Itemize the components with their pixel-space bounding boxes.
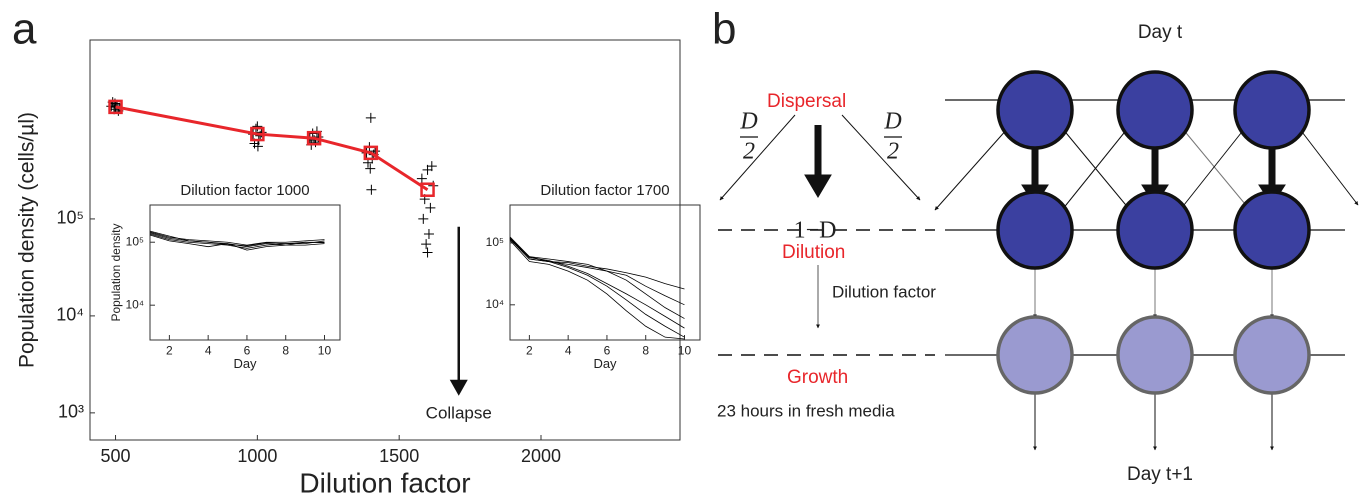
replicate-point: [252, 141, 263, 152]
stay-fraction: 1−D: [794, 218, 837, 244]
replicate-point: [426, 161, 437, 172]
collapse-arrowhead: [449, 379, 468, 396]
x-tick-label: 1000: [237, 446, 277, 466]
chart-title: Dilution factor 1700: [540, 182, 669, 199]
mean-marker: [420, 182, 435, 197]
y-tick-label: 10⁵: [486, 235, 504, 249]
x-axis-label: Day: [593, 356, 617, 371]
x-tick-label: 2: [526, 344, 533, 358]
growth-note: 23 hours in fresh media: [717, 401, 895, 420]
mean-marker: [108, 99, 123, 115]
series-line: [509, 237, 685, 290]
day-bottom: Day t+1: [1127, 464, 1193, 485]
dispersal-label: Dispersal: [767, 91, 846, 112]
mean-marker: [363, 145, 379, 161]
y-axis-label: Population density: [109, 223, 123, 321]
y-tick-label: 10³: [58, 402, 84, 422]
plot-frame: [149, 204, 341, 341]
x-tick-label: 8: [642, 344, 649, 358]
x-tick-label: 8: [282, 344, 289, 358]
series-line: [509, 236, 685, 306]
replicate-point: [365, 112, 376, 123]
panel-label: a: [12, 5, 37, 54]
panel-label: b: [712, 5, 736, 54]
y-axis-label: Population density (cells/µl): [16, 112, 39, 368]
replicate-point: [418, 213, 429, 224]
dilution-label: Dilution: [782, 242, 845, 263]
y-tick-label: 10⁵: [57, 208, 84, 228]
replicate-point: [425, 202, 436, 213]
replicate-point: [421, 239, 432, 250]
y-tick-label: 10⁴: [125, 297, 144, 311]
x-tick-label: 500: [101, 446, 131, 466]
series-line: [149, 232, 325, 248]
replicate-point: [252, 121, 263, 132]
y-tick-label: 10⁴: [485, 297, 504, 311]
replicate-point: [365, 163, 376, 174]
chart-title: Dilution factor 1000: [180, 182, 309, 199]
fraction-den: 2: [887, 139, 899, 165]
plot-frame: [509, 204, 701, 341]
x-axis-label: Dilution factor: [299, 467, 470, 498]
replicate-point: [423, 228, 434, 239]
mean-marker: [250, 126, 265, 142]
x-tick-label: 1500: [379, 446, 419, 466]
series-line: [509, 238, 685, 329]
replicate-point: [366, 184, 377, 195]
y-tick-label: 10⁵: [126, 234, 144, 248]
fraction-den: 2: [743, 139, 755, 165]
dilution-factor-label: Dilution factor: [832, 282, 936, 301]
x-tick-label: 2000: [521, 446, 561, 466]
mean-marker: [306, 130, 322, 146]
y-tick-label: 10⁴: [56, 305, 84, 325]
plot-frame: [89, 39, 681, 441]
series-line: [509, 238, 685, 338]
series-line: [149, 234, 325, 251]
x-tick-label: 2: [166, 344, 173, 358]
annotation: Collapse: [426, 403, 492, 422]
replicate-point: [422, 247, 433, 258]
fraction-num: D: [883, 109, 901, 135]
replicate-point: [416, 173, 427, 184]
mean-line: [115, 105, 429, 191]
diagram: [718, 70, 1359, 451]
x-axis-label: Day: [233, 356, 257, 371]
day-top: Day t: [1138, 22, 1183, 43]
x-tick-label: 10: [318, 344, 332, 358]
x-tick-label: 6: [604, 344, 611, 358]
x-tick-label: 4: [565, 344, 572, 358]
x-tick-label: 10: [678, 344, 692, 358]
x-tick-label: 6: [244, 344, 251, 358]
series-line: [149, 230, 325, 247]
x-tick-label: 4: [205, 344, 212, 358]
growth-label: Growth: [787, 367, 848, 388]
series-line: [509, 240, 685, 340]
fraction-num: D: [739, 109, 757, 135]
